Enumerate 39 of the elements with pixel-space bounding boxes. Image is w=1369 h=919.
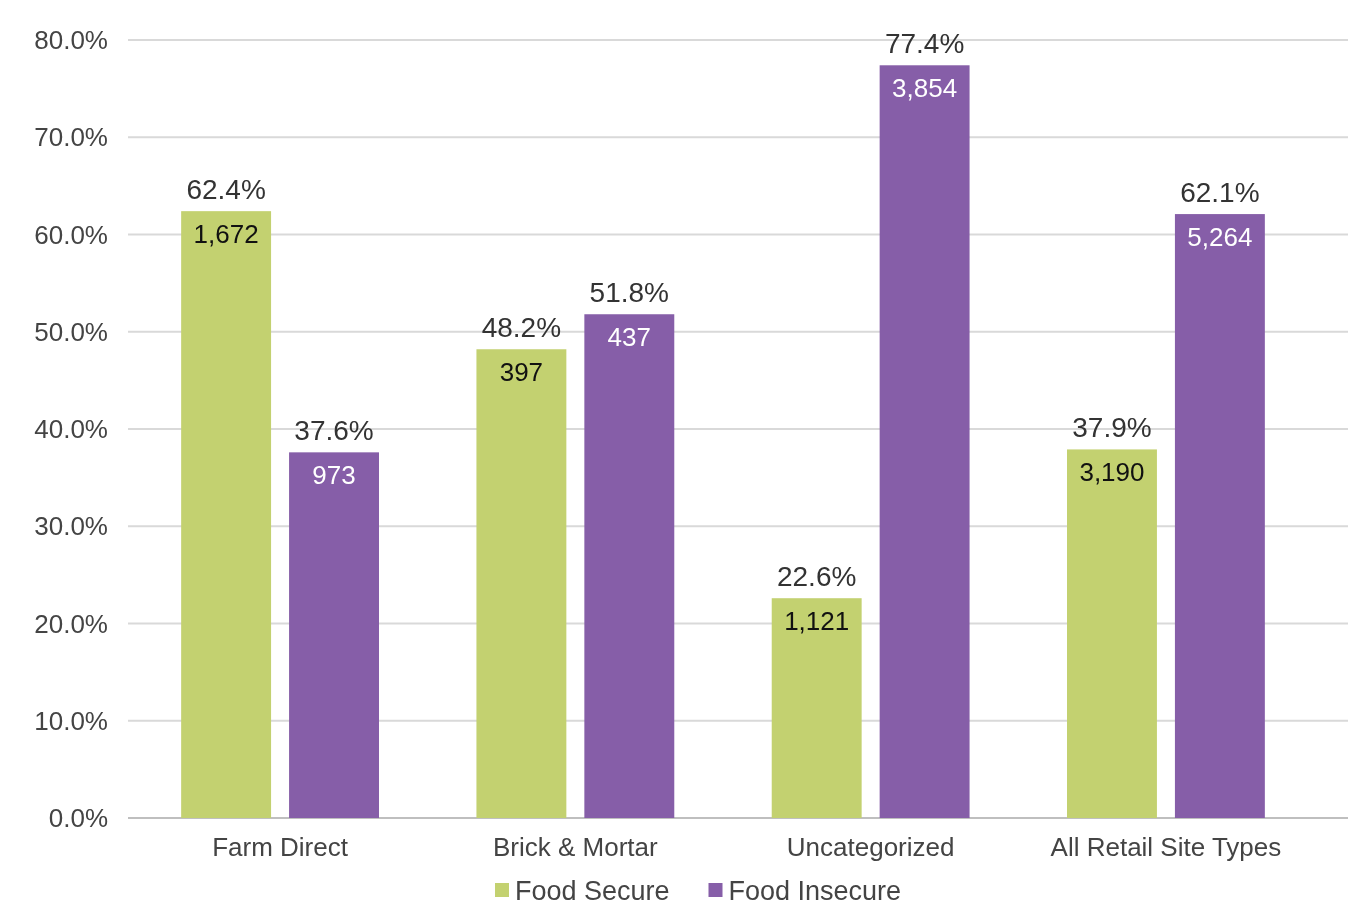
annotation: 3,190 (1079, 457, 1145, 488)
y-tick-label: 40.0% (34, 414, 108, 445)
data-label: 22.6% (776, 561, 857, 593)
y-tick-label: 60.0% (34, 219, 108, 250)
y-tick-label: 30.0% (34, 511, 108, 542)
legend-label: Food Secure (515, 876, 670, 907)
x-tick-label: Brick & Mortar (493, 832, 659, 862)
data-label: 37.9% (1072, 412, 1152, 444)
bar (771, 598, 862, 818)
annotation: 1,121 (784, 606, 850, 637)
y-tick-label: 20.0% (34, 608, 108, 639)
x-tick-label: Farm Direct (212, 832, 349, 862)
y-tick-label: 50.0% (34, 316, 108, 347)
annotation: 437 (607, 322, 652, 353)
bar (879, 65, 970, 818)
data-label: 77.4% (884, 28, 965, 60)
bar (1174, 214, 1265, 818)
annotation: 397 (499, 357, 544, 388)
data-label: 37.6% (294, 415, 374, 447)
bar (476, 349, 567, 818)
y-tick-label: 0.0% (48, 803, 108, 834)
annotation: 1,672 (193, 219, 259, 250)
y-tick-label: 10.0% (34, 705, 108, 736)
data-label: 51.8% (589, 277, 670, 309)
bar (181, 211, 272, 818)
bar (584, 314, 675, 818)
y-tick-label: 70.0% (34, 122, 108, 153)
data-label: 62.1% (1180, 177, 1260, 209)
data-label: 48.2% (481, 312, 562, 344)
y-tick-label: 80.0% (34, 25, 108, 56)
legend-label: Food Insecure (728, 876, 902, 907)
annotation: 5,264 (1187, 222, 1253, 253)
bar (1067, 449, 1157, 818)
data-label: 62.4% (186, 174, 266, 206)
x-tick-label: All Retail Site Types (1050, 832, 1282, 862)
x-tick-label: Uncategorized (786, 832, 955, 862)
annotation: 3,854 (892, 73, 958, 104)
bar (289, 452, 379, 818)
annotation: 973 (312, 460, 356, 491)
